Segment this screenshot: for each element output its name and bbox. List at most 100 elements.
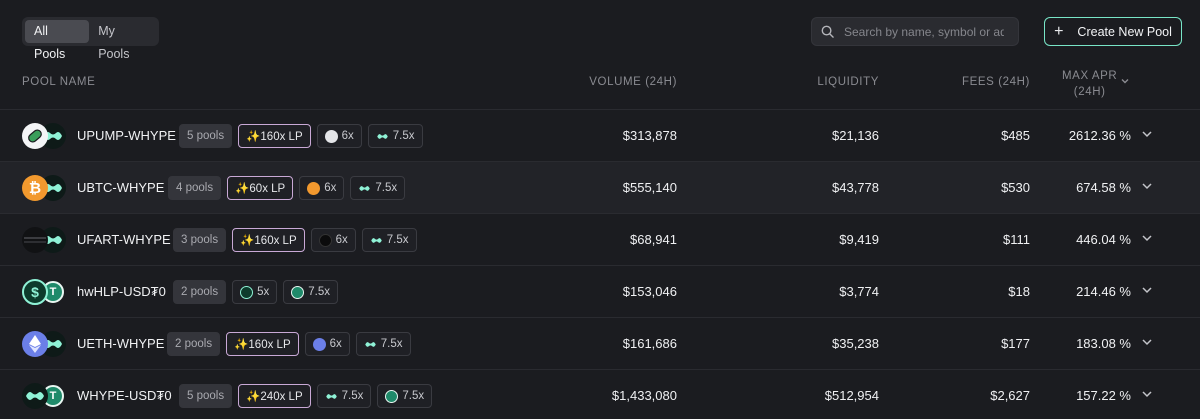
pair-icons: [22, 227, 66, 253]
token-multiplier-badge: 7.5x: [350, 176, 406, 200]
pool-pair-name: UETH-WHYPE: [77, 336, 165, 351]
pair-icons: T $: [22, 279, 66, 305]
tab-all-pools[interactable]: All Pools: [25, 20, 90, 61]
search-box: [811, 17, 1019, 46]
liquidity-value: $3,774: [839, 284, 879, 299]
tab-my-pools[interactable]: My Pools: [98, 24, 130, 61]
pool-badges: 2 pools 5x 7.5x: [173, 280, 338, 304]
lp-multiplier-badge: ✨160x LP: [232, 228, 305, 252]
pool-count-badge: 2 pools: [167, 332, 221, 356]
volume-value: $153,046: [622, 284, 677, 299]
multiplier-value: 7.5x: [402, 390, 425, 402]
fees-value: $530: [1001, 180, 1030, 195]
token-multiplier-badge: 7.5x: [367, 124, 423, 148]
apr-value: 183.08 %: [1076, 336, 1131, 351]
col-fees: FEES (24H): [962, 76, 1030, 88]
hype-icon: [376, 130, 389, 143]
apr-value: 214.46 %: [1076, 284, 1131, 299]
fees-value: $18: [1008, 284, 1030, 299]
expand-chevron-icon[interactable]: [1141, 337, 1153, 347]
expand-chevron-icon[interactable]: [1141, 129, 1153, 139]
lp-multiplier-badge: ✨240x LP: [238, 384, 311, 408]
table-row[interactable]: UFART-WHYPE 3 pools ✨160x LP 6x 7.5x $68…: [0, 213, 1200, 265]
ethereum-icon: [312, 337, 326, 351]
multiplier-value: 7.5x: [386, 234, 409, 246]
hype-icon: [358, 182, 371, 195]
ufart-icon: [318, 233, 332, 247]
pool-pair-name: UFART-WHYPE: [77, 232, 171, 247]
table-row[interactable]: T $ hwHLP-USD₮0 2 pools 5x 7.5x $153,046…: [0, 265, 1200, 317]
liquidity-value: $9,419: [839, 232, 879, 247]
multiplier-value: 6x: [329, 338, 342, 350]
create-new-pool-label: Create New Pool: [1077, 24, 1172, 39]
pool-badges: 5 pools ✨160x LP 6x 7.5x: [179, 124, 423, 148]
token-multiplier-badge: 7.5x: [316, 384, 372, 408]
table-row[interactable]: ₿ UBTC-WHYPE 4 pools ✨60x LP 6x 7.5x $55…: [0, 161, 1200, 213]
upump-icon: [324, 129, 338, 143]
volume-value: $161,686: [622, 336, 677, 351]
lp-multiplier-badge: ✨160x LP: [238, 124, 311, 148]
pair-icons: ₿: [22, 175, 66, 201]
token-multiplier-badge: 6x: [299, 176, 345, 200]
expand-chevron-icon[interactable]: [1141, 285, 1153, 295]
lp-multiplier-badge: ✨60x LP: [227, 176, 294, 200]
liquidity-value: $512,954: [824, 388, 879, 403]
liquidity-value: $35,238: [832, 336, 879, 351]
volume-value: $313,878: [622, 128, 677, 143]
hype-icon: [22, 383, 48, 409]
search-input[interactable]: [844, 24, 1004, 39]
multiplier-value: 6x: [335, 234, 348, 246]
multiplier-value: 7.5x: [308, 286, 330, 298]
pool-count-badge: 2 pools: [173, 280, 227, 304]
token-multiplier-badge: 7.5x: [377, 384, 433, 408]
col-liquidity: LIQUIDITY: [817, 76, 879, 88]
apr-value: 446.04 %: [1076, 232, 1131, 247]
tether-icon: [385, 389, 399, 403]
multiplier-value: 7.5x: [392, 130, 415, 142]
sort-chevron-icon[interactable]: [1120, 76, 1130, 86]
bitcoin-icon: [307, 181, 321, 195]
token-multiplier-badge: 7.5x: [361, 228, 417, 252]
pool-pair-name: hwHLP-USD₮0: [77, 284, 166, 299]
pair-icons: [22, 123, 66, 149]
apr-value: 157.22 %: [1076, 388, 1131, 403]
pool-filter-tabs: All Pools My Pools: [22, 17, 159, 61]
pool-count-badge: 4 pools: [168, 176, 222, 200]
hwhlp-icon: [240, 285, 254, 299]
liquidity-value: $21,136: [832, 128, 879, 143]
pool-count-badge: 3 pools: [173, 228, 227, 252]
token-multiplier-badge: 6x: [310, 228, 356, 252]
hype-icon: [370, 234, 383, 247]
volume-value: $68,941: [630, 232, 677, 247]
create-new-pool-button[interactable]: + Create New Pool: [1044, 17, 1182, 46]
expand-chevron-icon[interactable]: [1141, 233, 1153, 243]
expand-chevron-icon[interactable]: [1141, 181, 1153, 191]
apr-value: 2612.36 %: [1068, 128, 1131, 143]
multiplier-value: 7.5x: [380, 338, 403, 350]
token-multiplier-badge: 7.5x: [355, 332, 411, 356]
hype-icon: [364, 338, 377, 351]
dollar-icon: $: [22, 279, 48, 305]
pool-pair-name: UPUMP-WHYPE: [77, 128, 176, 143]
expand-chevron-icon[interactable]: [1141, 389, 1153, 399]
pool-count-badge: 5 pools: [179, 384, 233, 408]
pool-pair-name: UBTC-WHYPE: [77, 180, 165, 195]
pool-badges: 2 pools ✨160x LP 6x 7.5x: [167, 332, 411, 356]
liquidity-value: $43,778: [832, 180, 879, 195]
col-max-apr-line1: MAX APR: [1062, 70, 1118, 82]
fees-value: $111: [1003, 232, 1030, 247]
fees-value: $2,627: [990, 388, 1030, 403]
col-volume: VOLUME (24H): [589, 76, 677, 88]
search-icon: [821, 25, 834, 38]
upump-icon: [22, 123, 48, 149]
token-multiplier-badge: 7.5x: [283, 280, 338, 304]
lp-multiplier-badge: ✨160x LP: [226, 332, 299, 356]
fees-value: $177: [1001, 336, 1030, 351]
table-row[interactable]: UPUMP-WHYPE 5 pools ✨160x LP 6x 7.5x $31…: [0, 109, 1200, 161]
table-row[interactable]: UETH-WHYPE 2 pools ✨160x LP 6x 7.5x $161…: [0, 317, 1200, 369]
token-multiplier-badge: 6x: [316, 124, 362, 148]
bitcoin-icon: ₿: [22, 175, 48, 201]
col-max-apr[interactable]: MAX APR (24H): [1062, 68, 1117, 100]
multiplier-value: 5x: [257, 286, 270, 298]
table-row[interactable]: T WHYPE-USD₮0 5 pools ✨240x LP 7.5x 7.5x…: [0, 369, 1200, 419]
